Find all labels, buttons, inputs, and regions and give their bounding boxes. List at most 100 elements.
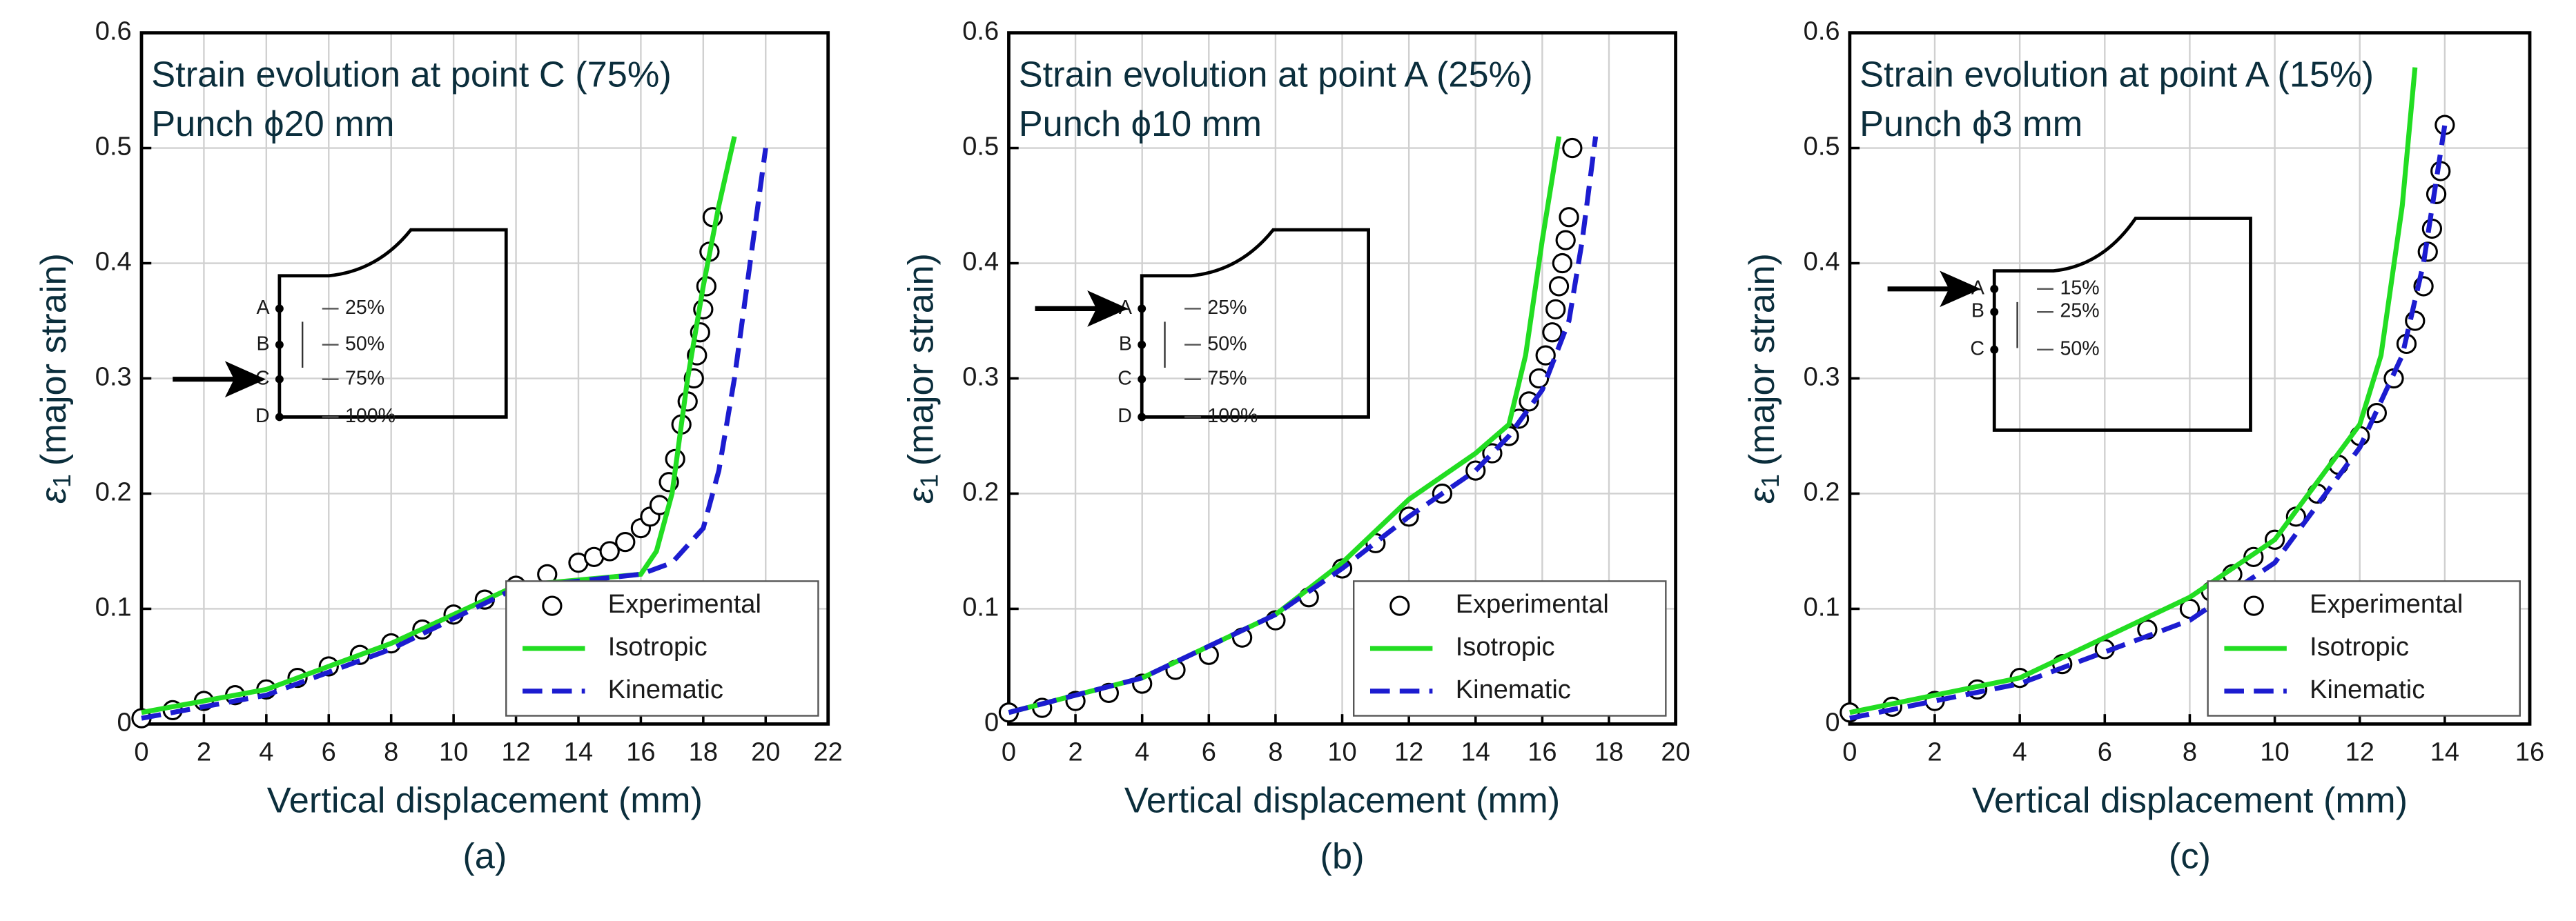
y-tick-label: 0.3 — [962, 363, 999, 392]
x-tick-label: 4 — [2013, 737, 2027, 766]
inset-point — [1990, 284, 1999, 293]
inset-arrow — [1035, 290, 1129, 327]
y-tick-label: 0.4 — [962, 248, 999, 277]
y-axis-label: ε1 (major strain) — [901, 253, 944, 504]
x-tick-label: 10 — [2260, 737, 2289, 766]
inset-point-label: D — [1118, 405, 1132, 427]
legend-label: Isotropic — [2310, 633, 2409, 662]
y-label-subscript: 1 — [916, 474, 944, 488]
x-tick-label: 8 — [384, 737, 398, 766]
inset-point — [1990, 308, 1999, 317]
x-tick-label: 10 — [439, 737, 468, 766]
y-tick-label: 0 — [117, 709, 132, 737]
y-tick-label: 0.2 — [95, 478, 132, 507]
chart-title: Strain evolution at point A (25%) — [1019, 55, 1533, 95]
inset-label: 50% — [2060, 337, 2099, 359]
x-tick-label: 22 — [814, 737, 843, 766]
inset-point — [1990, 345, 1999, 354]
data-point — [1545, 299, 1566, 319]
x-tick-label: 10 — [1327, 737, 1356, 766]
inset-point-label: B — [1119, 333, 1132, 355]
data-line — [1849, 124, 2448, 721]
y-tick-label: 0.5 — [95, 132, 132, 161]
x-tick-label: 8 — [1268, 737, 1282, 766]
chart-title: Strain evolution at point A (15%) — [1860, 55, 2374, 95]
inset-point-label: B — [1971, 300, 1984, 322]
inset-label: 100% — [1207, 405, 1258, 427]
plot-frame — [1007, 31, 1677, 726]
data-point — [599, 541, 620, 562]
x-tick-label: 16 — [1528, 737, 1557, 766]
x-tick-label: 0 — [134, 737, 148, 766]
inset-label: 75% — [1207, 367, 1247, 389]
legend-label: Isotropic — [608, 633, 708, 662]
data-point — [1555, 230, 1576, 250]
y-label-symbol: ε — [1742, 487, 1782, 504]
inset-point — [1138, 375, 1146, 384]
data-line — [141, 136, 737, 715]
x-tick-label: 14 — [2430, 737, 2459, 766]
y-label-text: (major strain) — [901, 253, 941, 466]
x-tick-label: 14 — [1461, 737, 1490, 766]
x-tick-label: 6 — [322, 737, 336, 766]
y-label-subscript: 1 — [49, 474, 77, 488]
x-axis-label: Vertical displacement (mm) — [1972, 780, 2408, 820]
plot-frame — [1848, 31, 2532, 726]
inset-point-label: C — [1118, 367, 1132, 389]
y-tick-label: 0.6 — [1804, 17, 1840, 46]
x-tick-label: 0 — [1002, 737, 1016, 766]
inset-point — [275, 413, 284, 422]
legend-label: Isotropic — [1456, 633, 1555, 662]
chart-subtitle: Punch ϕ3 mm — [1860, 104, 2082, 144]
y-tick-label: 0 — [1825, 709, 1840, 737]
x-tick-label: 2 — [1068, 737, 1082, 766]
x-tick-label: 12 — [501, 737, 530, 766]
inset-point-label: A — [257, 297, 270, 319]
inset-point — [1138, 304, 1146, 313]
inset-label: 25% — [1207, 297, 1247, 319]
inset-label: 25% — [2060, 300, 2099, 322]
inset-point-label: C — [1970, 337, 1984, 359]
plot-frame — [139, 31, 830, 726]
chart-subtitle: Punch ϕ20 mm — [151, 104, 394, 144]
caption: (c) — [2169, 836, 2211, 876]
x-tick-label: 16 — [2515, 737, 2544, 766]
y-label-symbol: ε — [34, 487, 74, 504]
y-tick-label: 0.2 — [962, 478, 999, 507]
inset-label: 15% — [2060, 277, 2099, 299]
legend-label: Kinematic — [2310, 675, 2425, 704]
y-tick-label: 0.1 — [95, 593, 132, 622]
data-point — [1528, 368, 1550, 389]
y-label-subscript: 1 — [1757, 474, 1784, 488]
x-tick-label: 6 — [2098, 737, 2112, 766]
y-tick-label: 0.4 — [1804, 248, 1840, 277]
x-axis-label: Vertical displacement (mm) — [267, 780, 703, 820]
data-line — [1849, 67, 2418, 715]
x-tick-label: 2 — [1927, 737, 1942, 766]
data-point — [1519, 391, 1539, 412]
x-tick-label: 20 — [1661, 737, 1690, 766]
chart-subtitle: Punch ϕ10 mm — [1019, 104, 1262, 144]
inset-point — [275, 375, 284, 384]
inset-arrow — [1887, 270, 1981, 308]
y-tick-label: 0.6 — [962, 17, 999, 46]
data-point — [1548, 276, 1570, 297]
legend-marker — [2243, 595, 2264, 616]
x-tick-label: 16 — [626, 737, 655, 766]
x-tick-label: 0 — [1842, 737, 1857, 766]
data-point — [615, 531, 636, 553]
legend-label: Experimental — [2310, 590, 2463, 619]
x-tick-label: 8 — [2183, 737, 2197, 766]
legend-label: Kinematic — [608, 675, 723, 704]
x-tick-label: 6 — [1202, 737, 1216, 766]
inset-label: 75% — [345, 367, 384, 389]
inset-point-label: B — [257, 333, 270, 355]
x-tick-label: 12 — [2345, 737, 2374, 766]
y-axis-label: ε1 (major strain) — [34, 253, 76, 504]
data-point — [1535, 345, 1556, 366]
x-tick-label: 18 — [1594, 737, 1623, 766]
inset-point — [1138, 413, 1146, 422]
y-label-text: (major strain) — [34, 253, 74, 466]
data-line — [141, 148, 768, 721]
